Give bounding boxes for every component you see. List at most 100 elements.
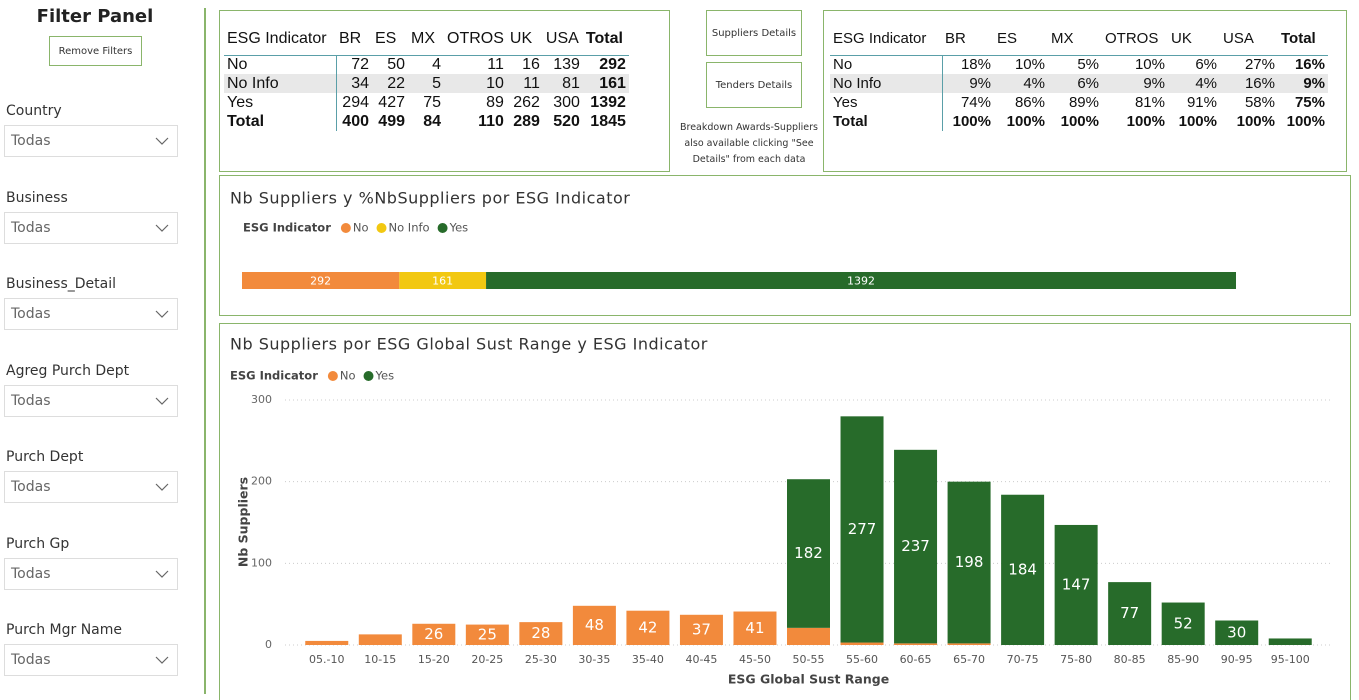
- data-label: 182: [794, 544, 823, 562]
- chart-title: Nb Suppliers y %NbSuppliers por ESG Indi…: [230, 189, 630, 208]
- filter-dropdown[interactable]: Todas: [4, 125, 178, 157]
- bar: [1161, 602, 1205, 645]
- table-cell: 4: [432, 55, 441, 73]
- bar-segment: [242, 272, 400, 289]
- table-cell: No: [224, 55, 337, 74]
- x-tick-label: 95-100: [1271, 653, 1310, 666]
- filter-label: Country: [6, 103, 62, 119]
- x-tick-label: 15-20: [418, 653, 450, 666]
- data-label: 184: [1008, 560, 1037, 578]
- table-cell: 4%: [1195, 75, 1217, 92]
- tenders-details-button[interactable]: Tenders Details: [706, 62, 802, 108]
- filter-dropdown[interactable]: Todas: [4, 384, 178, 417]
- header-cell: ES: [375, 29, 397, 47]
- table-cell: 139: [553, 55, 580, 73]
- table-cell: 161: [599, 74, 626, 92]
- table-cell: 100%: [952, 113, 991, 130]
- bar: [840, 416, 884, 643]
- chevron-path: [155, 137, 169, 145]
- table-row: Yes 294 427 75 89 262 300 1392: [224, 93, 629, 112]
- bar: [787, 479, 830, 628]
- x-tick-label: 35-40: [632, 653, 664, 666]
- legend-title: ESG Indicator: [230, 369, 318, 383]
- table-cell: 5: [432, 74, 441, 92]
- chevron-path: [155, 656, 169, 664]
- table-cell: 27%: [1244, 56, 1275, 74]
- header-cell: USA: [1223, 30, 1254, 48]
- legend-label: Yes: [375, 369, 395, 383]
- bar: [1108, 582, 1152, 645]
- table-cell: 16%: [1294, 56, 1325, 74]
- table-cell: 9%: [1143, 75, 1165, 92]
- table-cell: 100%: [1126, 113, 1165, 130]
- bar: [679, 614, 723, 645]
- table-cell: 9%: [1303, 75, 1325, 92]
- x-tick-label: 05.-10: [309, 653, 344, 666]
- filter-label: Agreg Purch Dept: [6, 362, 130, 379]
- x-tick-label: 20-25: [471, 653, 503, 666]
- table-cell: 1392: [590, 93, 626, 111]
- filter-dropdown[interactable]: Todas: [4, 557, 178, 590]
- header-cell: BR: [339, 29, 362, 47]
- table-cell: 499: [378, 112, 405, 130]
- data-label: 77: [1120, 604, 1139, 622]
- table-cell: 9%: [969, 75, 991, 92]
- bar: [947, 481, 991, 644]
- data-label: 25: [478, 625, 497, 643]
- table-cell: 91%: [1186, 94, 1217, 111]
- chevron: [155, 224, 169, 232]
- legend-label: No: [353, 221, 369, 235]
- data-label: 26: [424, 625, 443, 643]
- table-cell: 16: [522, 55, 540, 73]
- data-label: 28: [531, 624, 550, 642]
- bar: [1001, 494, 1045, 645]
- data-label: 161: [432, 275, 453, 288]
- data-label: 48: [585, 616, 604, 634]
- chevron-path: [155, 310, 169, 318]
- bar: [947, 643, 991, 645]
- table-cell: 294: [342, 93, 369, 111]
- table-cell: 100%: [1006, 113, 1045, 130]
- filter-dropdown[interactable]: Todas: [4, 644, 178, 676]
- y-tick-label: 0: [265, 638, 272, 651]
- table-cell: Yes: [830, 93, 943, 112]
- chevron-path: [155, 483, 169, 491]
- x-axis-label: ESG Global Sust Range: [728, 672, 889, 687]
- legend-dot: [376, 223, 387, 233]
- table-row: No Info 9% 4% 6% 9% 4% 16% 9%: [830, 74, 1328, 93]
- y-tick-label: 300: [251, 393, 272, 406]
- remove-filters-button[interactable]: Remove Filters: [49, 36, 142, 66]
- table-cell: 100%: [1060, 113, 1099, 130]
- chart-title: Nb Suppliers por ESG Global Sust Range y…: [230, 335, 708, 354]
- legend-label: Yes: [449, 221, 469, 235]
- data-label: 41: [745, 619, 764, 637]
- table-cell: 18%: [960, 56, 991, 74]
- suppliers-details-button[interactable]: Suppliers Details: [706, 10, 802, 56]
- bar: [1215, 620, 1259, 645]
- bar: [733, 611, 777, 645]
- chevron: [155, 310, 169, 318]
- legend-label: No Info: [389, 221, 430, 235]
- bar: [1054, 524, 1098, 645]
- table-cell: 11: [523, 74, 540, 92]
- table-cell: Total: [224, 112, 337, 131]
- legend-dot: [437, 223, 448, 233]
- bar: [894, 643, 938, 645]
- table-cell: No: [830, 55, 943, 74]
- table-cell: 1845: [590, 112, 626, 130]
- data-label: 30: [1227, 623, 1246, 641]
- table-cell: 81%: [1134, 94, 1165, 111]
- filter-dropdown[interactable]: Todas: [4, 471, 178, 503]
- x-tick-label: 60-65: [900, 653, 932, 666]
- chart2-box: [219, 323, 1351, 700]
- header-cell: OTROS: [447, 29, 504, 47]
- x-tick-label: 80-85: [1114, 653, 1146, 666]
- table-row: Yes 74% 86% 89% 81% 91% 58% 75%: [830, 93, 1328, 112]
- table-row: No 72 50 4 11 16 139 292: [224, 55, 629, 74]
- table: ESG Indicator BR ES MX OTROS UK USA Total No 72 50…: [224, 23, 629, 131]
- filter-dropdown[interactable]: Todas: [4, 298, 178, 330]
- note: Breakdown Awards-Suppliers also availabl…: [680, 122, 818, 165]
- filter-dropdown[interactable]: Todas: [4, 211, 178, 244]
- table-cell: 100%: [1236, 113, 1275, 130]
- filter-label: Business_Detail: [6, 276, 116, 292]
